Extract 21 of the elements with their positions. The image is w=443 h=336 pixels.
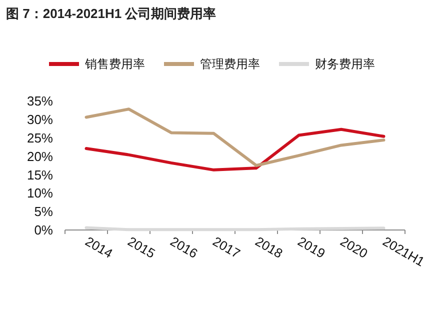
y-tick-label: 30% bbox=[26, 112, 54, 127]
legend-label: 销售费用率 bbox=[84, 57, 145, 72]
y-tick-label: 15% bbox=[26, 167, 54, 182]
y-tick-label: 5% bbox=[34, 204, 54, 220]
y-tick-label: 0% bbox=[34, 222, 54, 238]
line-series bbox=[84, 128, 386, 172]
y-tick-label: 10% bbox=[26, 186, 54, 201]
x-tick-label: 2017 bbox=[210, 234, 243, 262]
y-tick-label: 20% bbox=[26, 148, 54, 164]
line-series bbox=[84, 108, 386, 167]
legend-label: 财务费用率 bbox=[315, 57, 375, 72]
x-tick-label: 2020 bbox=[338, 234, 370, 262]
x-tick-label: 2014 bbox=[82, 234, 116, 262]
chart-title: 图 7：2014-2021H1 公司期间费用率 bbox=[6, 6, 216, 21]
y-tick-label: 25% bbox=[26, 130, 54, 146]
x-tick-label: 2016 bbox=[168, 234, 200, 262]
x-tick-label: 2019 bbox=[295, 234, 328, 262]
y-tick-label: 35% bbox=[26, 94, 54, 109]
x-tick-label: 2018 bbox=[252, 234, 286, 262]
x-tick-label: 2015 bbox=[125, 234, 158, 262]
legend-label: 管理费用率 bbox=[200, 57, 260, 72]
